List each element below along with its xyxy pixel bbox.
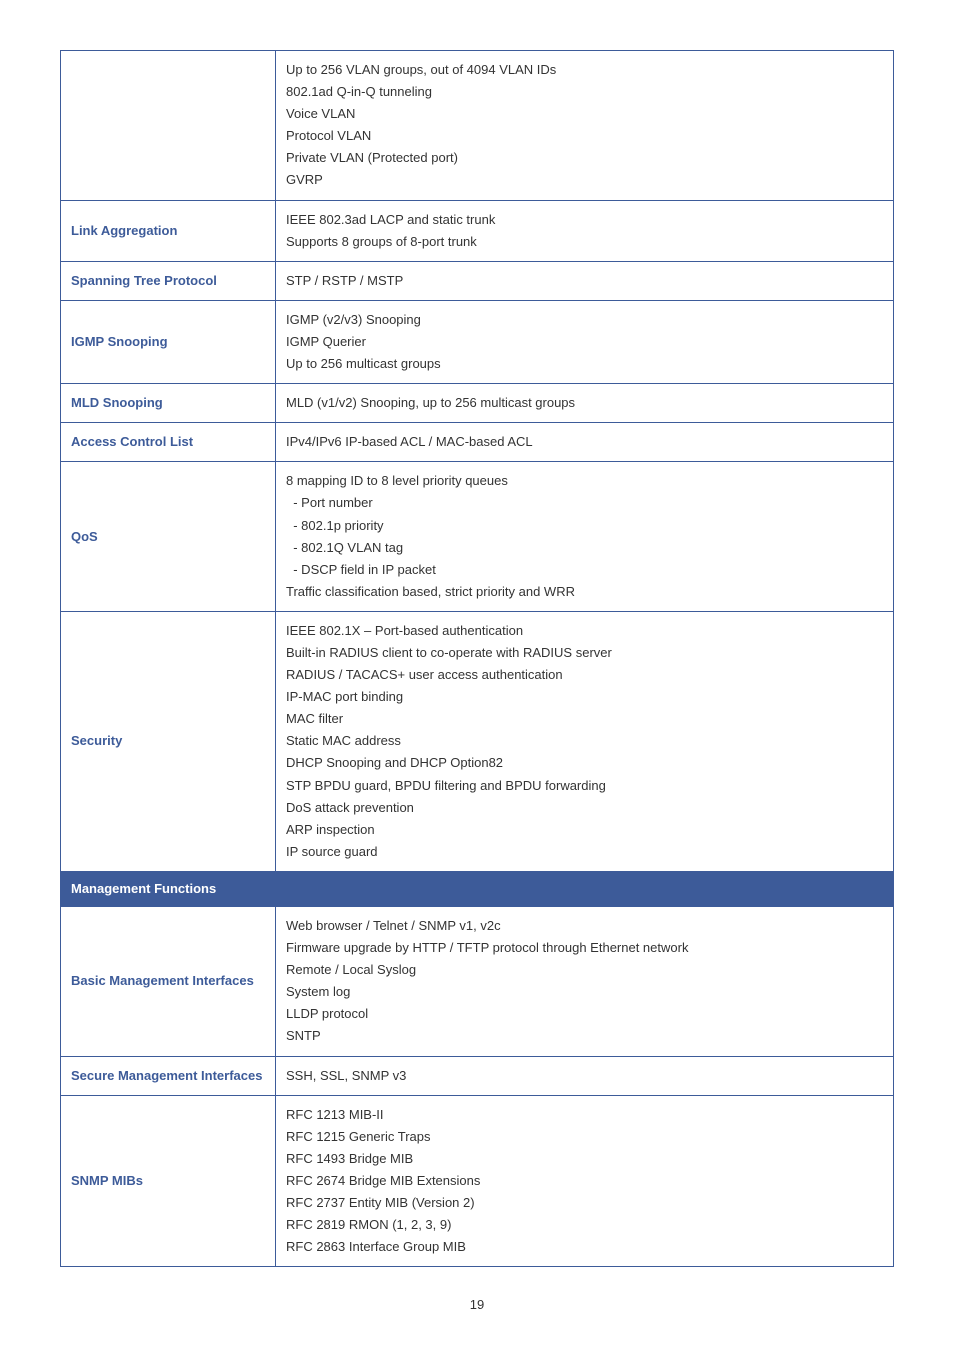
content-line: Static MAC address [286,730,883,752]
row-label: Spanning Tree Protocol [61,261,276,300]
content-line: IEEE 802.3ad LACP and static trunk [286,209,883,231]
content-line: 8 mapping ID to 8 level priority queues [286,470,883,492]
content-line: - Port number [286,492,883,514]
table-row: Secure Management Interfaces SSH, SSL, SN… [61,1056,894,1095]
content-line: RFC 1493 Bridge MIB [286,1148,883,1170]
content-line: Up to 256 multicast groups [286,353,883,375]
table-row: Link AggregationIEEE 802.3ad LACP and st… [61,200,894,261]
content-line: RFC 1215 Generic Traps [286,1126,883,1148]
content-line: Remote / Local Syslog [286,959,883,981]
section-header-label: Management Functions [61,871,894,906]
content-line: DHCP Snooping and DHCP Option82 [286,752,883,774]
content-line: System log [286,981,883,1003]
row-label: IGMP Snooping [61,300,276,383]
content-line: RFC 2674 Bridge MIB Extensions [286,1170,883,1192]
content-line: RADIUS / TACACS+ user access authenticat… [286,664,883,686]
content-line: 802.1ad Q-in-Q tunneling [286,81,883,103]
row-content: Up to 256 VLAN groups, out of 4094 VLAN … [276,51,894,201]
content-line: SSH, SSL, SNMP v3 [286,1065,883,1087]
content-line: LLDP protocol [286,1003,883,1025]
row-label [61,51,276,201]
table-row: Up to 256 VLAN groups, out of 4094 VLAN … [61,51,894,201]
table-row: Access Control List IPv4/IPv6 IP-based AC… [61,423,894,462]
row-content: MLD (v1/v2) Snooping, up to 256 multicas… [276,384,894,423]
content-line: Up to 256 VLAN groups, out of 4094 VLAN … [286,59,883,81]
content-line: Supports 8 groups of 8-port trunk [286,231,883,253]
content-line: Traffic classification based, strict pri… [286,581,883,603]
content-line: IGMP Querier [286,331,883,353]
content-line: RFC 2819 RMON (1, 2, 3, 9) [286,1214,883,1236]
content-line: DoS attack prevention [286,797,883,819]
content-line: Voice VLAN [286,103,883,125]
row-label: Security [61,611,276,871]
row-label: Secure Management Interfaces [61,1056,276,1095]
table-row: Spanning Tree Protocol STP / RSTP / MSTP [61,261,894,300]
row-label: Basic Management Interfaces [61,907,276,1057]
content-line: MLD (v1/v2) Snooping, up to 256 multicas… [286,392,883,414]
content-line: GVRP [286,169,883,191]
content-line: Protocol VLAN [286,125,883,147]
table-row: SNMP MIBsRFC 1213 MIB-IIRFC 1215 Generic… [61,1095,894,1267]
content-line: SNTP [286,1025,883,1047]
content-line: RFC 2863 Interface Group MIB [286,1236,883,1258]
section-header-row: Management Functions [61,871,894,906]
content-line: - DSCP field in IP packet [286,559,883,581]
row-label: Access Control List [61,423,276,462]
content-line: STP BPDU guard, BPDU filtering and BPDU … [286,775,883,797]
content-line: Built-in RADIUS client to co-operate wit… [286,642,883,664]
row-content: SSH, SSL, SNMP v3 [276,1056,894,1095]
content-line: IP source guard [286,841,883,863]
row-content: RFC 1213 MIB-IIRFC 1215 Generic TrapsRFC… [276,1095,894,1267]
row-content: IGMP (v2/v3) SnoopingIGMP QuerierUp to 2… [276,300,894,383]
content-line: STP / RSTP / MSTP [286,270,883,292]
content-line: IEEE 802.1X – Port-based authentication [286,620,883,642]
content-line: RFC 1213 MIB-II [286,1104,883,1126]
content-line: Web browser / Telnet / SNMP v1, v2c [286,915,883,937]
row-label: SNMP MIBs [61,1095,276,1267]
row-content: 8 mapping ID to 8 level priority queues … [276,462,894,612]
content-line: - 802.1Q VLAN tag [286,537,883,559]
row-content: STP / RSTP / MSTP [276,261,894,300]
content-line: - 802.1p priority [286,515,883,537]
page-number: 19 [60,1297,894,1312]
content-line: Firmware upgrade by HTTP / TFTP protocol… [286,937,883,959]
row-label: Link Aggregation [61,200,276,261]
row-content: IEEE 802.3ad LACP and static trunkSuppor… [276,200,894,261]
table-row: IGMP SnoopingIGMP (v2/v3) SnoopingIGMP Q… [61,300,894,383]
row-content: IPv4/IPv6 IP-based ACL / MAC-based ACL [276,423,894,462]
content-line: ARP inspection [286,819,883,841]
table-row: QoS8 mapping ID to 8 level priority queu… [61,462,894,612]
content-line: RFC 2737 Entity MIB (Version 2) [286,1192,883,1214]
row-label: MLD Snooping [61,384,276,423]
content-line: IP-MAC port binding [286,686,883,708]
row-content: IEEE 802.1X – Port-based authenticationB… [276,611,894,871]
table-row: MLD Snooping MLD (v1/v2) Snooping, up to … [61,384,894,423]
content-line: MAC filter [286,708,883,730]
row-label: QoS [61,462,276,612]
content-line: Private VLAN (Protected port) [286,147,883,169]
row-content: Web browser / Telnet / SNMP v1, v2cFirmw… [276,907,894,1057]
content-line: IPv4/IPv6 IP-based ACL / MAC-based ACL [286,431,883,453]
spec-table: Up to 256 VLAN groups, out of 4094 VLAN … [60,50,894,1267]
table-row: SecurityIEEE 802.1X – Port-based authent… [61,611,894,871]
table-row: Basic Management InterfacesWeb browser /… [61,907,894,1057]
content-line: IGMP (v2/v3) Snooping [286,309,883,331]
